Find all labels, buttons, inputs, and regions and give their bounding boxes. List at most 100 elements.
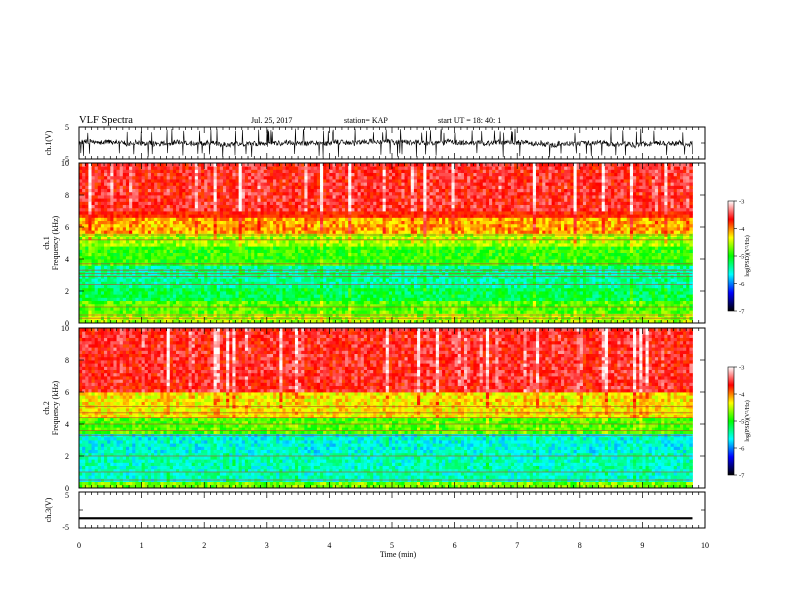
- spectrogram-cell: [241, 300, 246, 305]
- spectrogram-cell: [97, 319, 102, 324]
- spectrogram-cell: [144, 252, 149, 257]
- spectrogram-cell: [442, 307, 446, 311]
- spectrogram-cell: [194, 291, 199, 295]
- spectrogram-cell: [357, 265, 362, 269]
- spectrogram-cell: [429, 252, 434, 257]
- spectrogram-cell: [373, 284, 377, 289]
- spectrogram-cell: [219, 249, 224, 253]
- spectrogram-cell: [197, 297, 202, 301]
- spectrogram-cell: [564, 319, 568, 324]
- spectrogram-cell: [294, 291, 299, 295]
- spectrogram-cell: [473, 303, 477, 308]
- spectrogram-cell: [410, 319, 415, 324]
- spectrogram-cell: [147, 243, 152, 247]
- spectrogram-cell: [492, 249, 496, 253]
- spectrogram-cell: [535, 291, 540, 295]
- spectrogram-cell: [122, 284, 127, 289]
- spectrogram-cell: [476, 300, 481, 305]
- spectrogram-cell: [604, 307, 609, 311]
- spectrogram-cell: [163, 259, 168, 263]
- spectrogram-cell: [323, 255, 327, 260]
- spectrogram-cell: [269, 291, 274, 295]
- spectrogram-cell: [586, 265, 590, 269]
- spectrogram-cell: [614, 246, 618, 250]
- spectrogram-cell: [91, 249, 96, 253]
- spectrogram-cell: [169, 291, 174, 295]
- spectrogram-cell: [320, 252, 324, 257]
- spectrogram-cell: [238, 259, 243, 263]
- spectrogram-cell: [407, 307, 412, 311]
- spectrogram-cell: [614, 249, 618, 253]
- spectrogram-cell: [592, 307, 596, 311]
- spectrogram-cell: [248, 307, 252, 311]
- spectrogram-cell: [526, 310, 531, 314]
- spectrogram-cell: [191, 246, 196, 250]
- spectrogram-cell: [392, 255, 396, 260]
- spectrogram-cell: [373, 310, 377, 314]
- spectrogram-cell: [504, 319, 509, 324]
- spectrogram-cell: [213, 265, 218, 269]
- spectrogram-cell: [520, 246, 524, 250]
- spectrogram-cell: [460, 278, 465, 282]
- spectrogram-cell: [351, 281, 355, 285]
- spectrogram-cell: [510, 255, 515, 260]
- spectrogram-cell: [345, 297, 349, 301]
- spectrogram-cell: [554, 281, 559, 285]
- spectrogram-cell: [88, 303, 92, 308]
- spectrogram-cell: [147, 278, 152, 282]
- spectrogram-cell: [670, 265, 675, 269]
- spectrogram-cell: [360, 297, 365, 301]
- spectrogram-cell: [379, 310, 384, 314]
- spectrogram-cell: [160, 294, 164, 298]
- spectrogram-cell: [498, 246, 502, 250]
- spectrogram-cell: [213, 303, 218, 308]
- spectrogram-cell: [357, 297, 362, 301]
- spectrogram-cell: [420, 259, 424, 263]
- spectrogram-cell: [611, 319, 615, 324]
- spectrogram-cell: [304, 297, 308, 301]
- spectrogram-cell: [232, 319, 236, 324]
- spectrogram-cell: [385, 249, 390, 253]
- spectrogram-cell: [689, 303, 693, 308]
- spectrogram-cell: [526, 300, 531, 305]
- spectrogram-cell: [595, 246, 599, 250]
- spectrogram-cell: [201, 284, 205, 289]
- spectrogram-cell: [435, 310, 440, 314]
- spectrogram-cell: [97, 284, 102, 289]
- spectrogram-cell: [241, 291, 246, 295]
- spectrogram-cell: [679, 284, 684, 289]
- spectrogram-cell: [432, 252, 437, 257]
- spectrogram-cell: [645, 294, 650, 298]
- spectrogram-cell: [360, 287, 365, 292]
- spectrogram-cell: [451, 291, 455, 295]
- spectrogram-cell: [645, 287, 650, 292]
- spectrogram-cell: [348, 300, 352, 305]
- spectrogram-cell: [667, 281, 671, 285]
- spectrogram-cell: [454, 287, 459, 292]
- spectrogram-cell: [222, 307, 227, 311]
- spectrogram-cell: [614, 284, 618, 289]
- spectrogram-cell: [529, 300, 534, 305]
- spectrogram-cell: [561, 278, 565, 282]
- spectrogram-cell: [564, 287, 568, 292]
- spectrogram-cell: [160, 310, 164, 314]
- spectrogram-cell: [141, 255, 146, 260]
- spectrogram-cell: [570, 297, 574, 301]
- spectrogram-cell: [658, 297, 662, 301]
- spectrogram-cell: [385, 252, 390, 257]
- spectrogram-cell: [235, 243, 240, 247]
- spectrogram-cell: [495, 319, 499, 324]
- spectrogram-cell: [545, 252, 549, 257]
- spectrogram-cell: [517, 287, 521, 292]
- spectrogram-cell: [116, 243, 121, 247]
- spectrogram-cell: [194, 294, 199, 298]
- spectrogram-cell: [241, 249, 246, 253]
- spectrogram-cell: [107, 284, 111, 289]
- spectrogram-cell: [276, 310, 280, 314]
- spectrogram-cell: [423, 287, 427, 292]
- spectrogram-cell: [273, 284, 277, 289]
- spectrogram-cell: [316, 307, 321, 311]
- spectrogram-cell: [432, 265, 437, 269]
- spectrogram-cell: [260, 246, 265, 250]
- spectrogram-cell: [401, 252, 405, 257]
